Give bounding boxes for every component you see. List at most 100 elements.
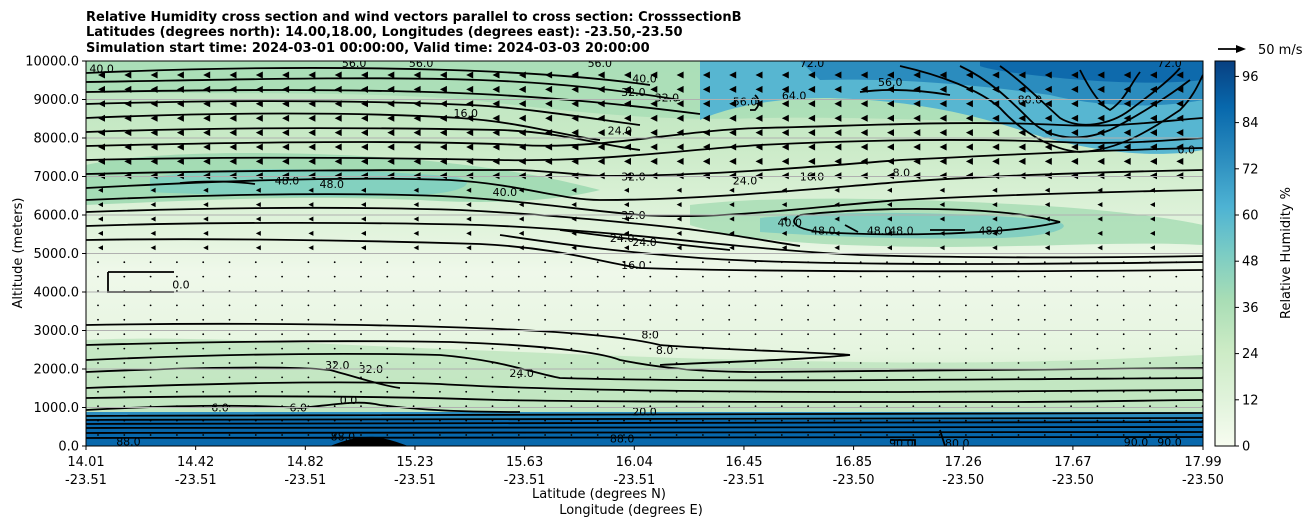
wind-arrow [544, 405, 546, 408]
wind-arrow [413, 216, 419, 222]
wind-arrow [649, 347, 652, 350]
wind-arrow [387, 129, 395, 137]
wind-arrow [255, 449, 257, 451]
contour-label: 40.0 [777, 217, 802, 230]
wind-arrow [991, 434, 994, 436]
wind-arrow [439, 449, 441, 451]
wind-arrow [570, 376, 573, 379]
wind-arrow [650, 114, 658, 122]
wind-arrow [1018, 449, 1020, 451]
wind-arrow [124, 172, 132, 180]
wind-arrow [991, 261, 994, 264]
wind-arrow [465, 347, 468, 350]
contour-label: 56.0 [588, 57, 613, 70]
wind-arrow [1175, 434, 1178, 436]
wind-arrow [150, 157, 158, 165]
wind-arrow [123, 419, 126, 422]
wind-arrow [203, 157, 211, 165]
wind-arrow [1150, 71, 1157, 79]
wind-arrow [1044, 172, 1052, 180]
x-tick-label-lon: -23.50 [1052, 473, 1094, 488]
x-tick-label-lon: -23.51 [394, 473, 436, 488]
colorbar-tick-label: 0 [1242, 440, 1250, 455]
wind-arrow [518, 187, 524, 193]
wind-arrow [834, 172, 842, 180]
contour [86, 352, 1203, 382]
wind-arrow [596, 390, 599, 393]
wind-arrow [149, 318, 152, 321]
wind-arrow [833, 347, 836, 350]
wind-arrow [545, 114, 553, 122]
wind-arrow [675, 434, 678, 436]
wind-arrow [1122, 390, 1125, 393]
wind-arrow [150, 129, 158, 137]
wind-arrow [149, 434, 152, 436]
wind-arrow [254, 290, 257, 292]
wind-arrow [1096, 333, 1099, 336]
wind-arrow [149, 362, 152, 364]
wind-arrow [702, 143, 710, 151]
wind-arrow [570, 419, 573, 422]
wind-arrow [361, 114, 368, 122]
wind-arrow [886, 376, 888, 379]
wind-arrow [807, 347, 809, 350]
wind-arrow [597, 449, 599, 451]
wind-arrow [1150, 157, 1157, 165]
wind-arrow [413, 245, 419, 251]
wind-arrow [938, 362, 941, 364]
wind-arrow [780, 347, 783, 350]
wind-arrow [491, 261, 494, 264]
y-tick-label: 4000.0 [34, 286, 80, 301]
wind-arrow [754, 362, 757, 364]
wind-arrow [991, 304, 994, 307]
wind-arrow [544, 261, 546, 264]
wind-arrow [1096, 304, 1099, 307]
wind-arrow [859, 333, 862, 336]
wind-arrow [1149, 275, 1151, 278]
wind-arrow [282, 100, 290, 108]
wind-arrow [413, 230, 419, 236]
wind-arrow [1070, 275, 1072, 278]
wind-arrow [808, 143, 816, 151]
wind-arrow [98, 100, 105, 108]
wind-arrow [439, 129, 447, 137]
wind-arrow [913, 157, 921, 165]
wind-arrow [176, 143, 184, 151]
wind-arrow [466, 172, 474, 180]
contour-label: 56.0 [733, 95, 758, 108]
wind-arrow [228, 390, 231, 393]
wind-arrow [992, 100, 1000, 108]
wind-arrow [176, 318, 178, 321]
wind-arrow [465, 333, 468, 336]
wind-arrow [754, 419, 757, 422]
wind-arrow [939, 114, 947, 122]
wind-arrow [808, 100, 816, 108]
wind-arrow [203, 85, 211, 93]
wind-arrow [360, 419, 362, 422]
wind-arrow [308, 143, 316, 151]
wind-arrow [624, 245, 629, 251]
wind-arrow [939, 187, 945, 193]
wind-arrow [965, 157, 973, 165]
wind-arrow [728, 390, 731, 393]
wind-arrow [702, 376, 704, 379]
wind-arrow [150, 143, 158, 151]
contour [86, 137, 1203, 162]
wind-arrow [992, 216, 998, 222]
wind-arrow [228, 362, 231, 364]
contour [86, 66, 651, 86]
wind-arrow [807, 261, 809, 264]
wind-arrow [780, 333, 783, 336]
x-tick-label-lat: 17.67 [1054, 455, 1091, 470]
wind-arrow [281, 304, 283, 307]
wind-arrow [1096, 419, 1099, 422]
y-tick-label: 2000.0 [34, 363, 80, 378]
wind-arrow [281, 434, 283, 436]
wind-arrow [228, 405, 231, 408]
wind-arrow [333, 434, 336, 436]
wind-arrow [150, 230, 156, 236]
wind-arrow [938, 261, 941, 264]
wind-arrow [308, 71, 316, 79]
wind-arrow [124, 157, 132, 165]
wind-arrow [308, 129, 316, 137]
